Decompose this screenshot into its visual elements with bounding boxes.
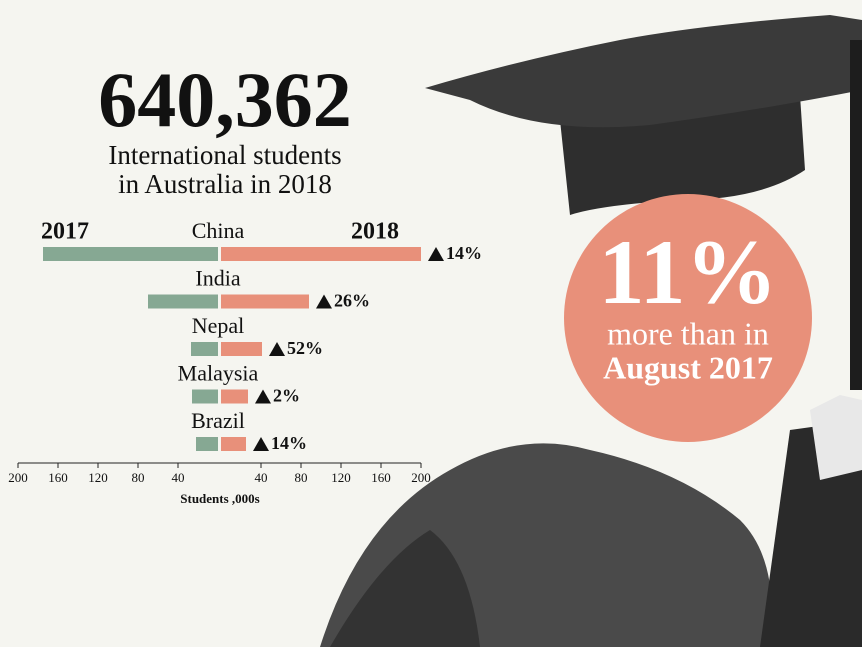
change-label: 52% — [287, 338, 323, 358]
x-tick-label: 200 — [8, 470, 28, 485]
callout-big: 11% — [599, 221, 778, 323]
bar — [148, 294, 218, 309]
bar — [221, 437, 246, 451]
x-tick-label: 80 — [295, 470, 308, 485]
bar — [221, 247, 421, 261]
callout-line: August 2017 — [603, 349, 773, 385]
change-label: 26% — [334, 291, 370, 311]
category-label: Brazil — [191, 408, 245, 433]
x-tick-label: 160 — [48, 470, 68, 485]
category-label: Malaysia — [178, 361, 259, 386]
headline: 640,362 — [98, 56, 352, 143]
change-arrow — [269, 342, 285, 356]
change-label: 2% — [273, 386, 300, 406]
bar — [221, 342, 262, 356]
subtitle: International students — [108, 140, 341, 170]
category-label: Nepal — [192, 313, 245, 338]
callout-line: more than in — [607, 315, 769, 351]
bar — [43, 247, 218, 261]
x-tick-label: 200 — [411, 470, 431, 485]
change-arrow — [316, 294, 332, 309]
bar — [221, 389, 248, 404]
change-arrow — [428, 247, 444, 261]
x-tick-label: 40 — [172, 470, 185, 485]
category-label: China — [192, 218, 245, 243]
x-tick-label: 120 — [88, 470, 108, 485]
change-label: 14% — [271, 433, 307, 453]
series-label: 2018 — [351, 219, 399, 245]
category-label: India — [195, 266, 240, 291]
series-label: 2017 — [41, 219, 89, 245]
x-axis-label: Students ,000s — [180, 491, 259, 506]
x-tick-label: 120 — [331, 470, 351, 485]
bar — [191, 342, 218, 356]
change-arrow — [253, 437, 269, 451]
bar — [196, 437, 218, 451]
change-arrow — [255, 389, 271, 404]
callout-circle — [564, 194, 812, 442]
change-label: 14% — [446, 243, 482, 263]
x-tick-label: 160 — [371, 470, 391, 485]
bar — [192, 389, 218, 404]
graduate-illustration — [320, 15, 862, 647]
x-tick-label: 40 — [255, 470, 268, 485]
bar — [221, 294, 309, 309]
subtitle: in Australia in 2018 — [118, 169, 332, 199]
x-tick-label: 80 — [132, 470, 145, 485]
